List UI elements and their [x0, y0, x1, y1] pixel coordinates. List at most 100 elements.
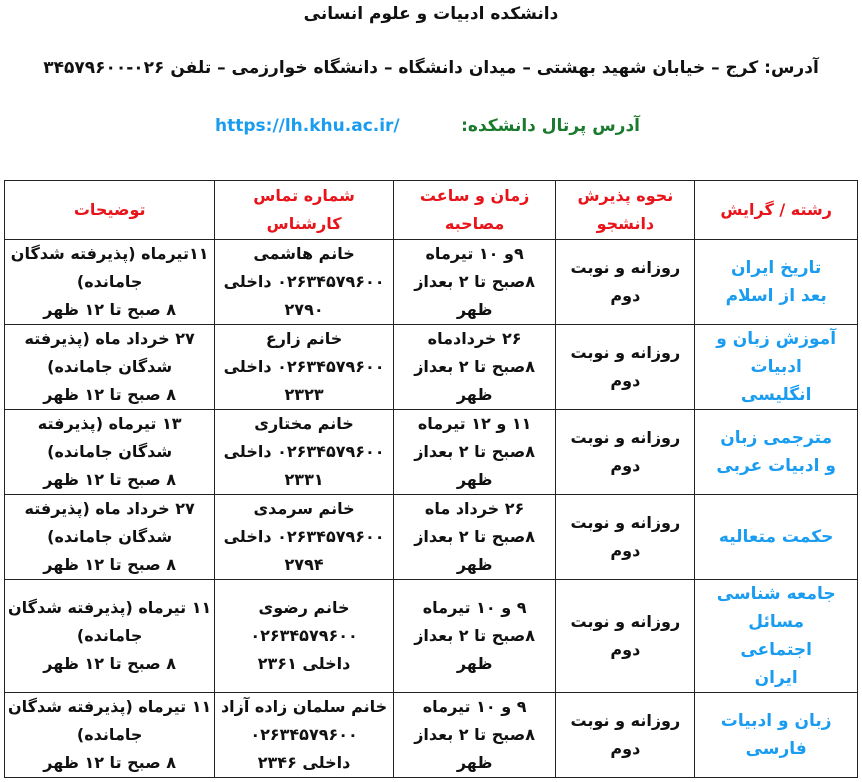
major-cell: جامعه شناسی مسائل اجتماعی ایران [694, 579, 858, 693]
cell-line: ۸صبح تا ۲ بعداز ظهر [414, 626, 535, 673]
major-name: آموزش زبان و ادبیات انگلیسی [716, 329, 837, 405]
cell-line: ۰۲۶۳۴۵۷۹۶۰۰ داخلی [223, 442, 385, 461]
table-header-row: رشته / گرایش نحوه پذیرش دانشجو زمان و سا… [3, 180, 858, 240]
notes-cell: ۲۷ خرداد ماه (پذیرفته شدگان جامانده) ۸ صبح… [3, 494, 216, 580]
admission-type: روزانه و نوبت دوم [570, 343, 681, 390]
admission-type: روزانه و نوبت دوم [570, 711, 681, 758]
column-header-notes: توضیحات [3, 180, 216, 240]
cell-line: خانم مختاری [254, 414, 354, 433]
cell-line: جامانده) [76, 272, 143, 291]
major-cell: تاریخ ایران بعد از اسلام [694, 239, 858, 325]
major-cell: مترجمی زبان و ادبیات عربی [694, 409, 858, 495]
cell-line: ۸صبح تا ۲ بعداز ظهر [414, 357, 535, 404]
interview-schedule-table: رشته / گرایش نحوه پذیرش دانشجو زمان و سا… [3, 180, 858, 778]
cell-line: ۸صبح تا ۲ بعداز ظهر [414, 272, 535, 319]
table-row: زبان و ادبیات فارسی روزانه و نوبت دوم ۹ و … [3, 692, 858, 778]
cell-line: ۸ صبح تا ۱۲ ظهر [43, 654, 176, 673]
cell-line: ۰۲۶۳۴۵۷۹۶۰۰ داخلی [223, 272, 385, 291]
table-row: آموزش زبان و ادبیات انگلیسی روزانه و نوبت… [3, 324, 858, 410]
major-name: حکمت متعالیه [718, 527, 834, 547]
cell-line: ۹و ۱۰ تیرماه [425, 244, 524, 263]
portal-link[interactable]: https://lh.khu.ac.ir/ [215, 116, 400, 136]
cell-line: ۸ صبح تا ۱۲ ظهر [43, 555, 176, 574]
table-row: حکمت متعالیه روزانه و نوبت دوم ۲۶ خرداد ما… [3, 494, 858, 580]
cell-line: ۸صبح تا ۲ بعداز ظهر [414, 442, 535, 489]
contact-cell: خانم رضوی ۰۲۶۳۴۵۷۹۶۰۰ داخلی ۲۳۶۱ [214, 579, 394, 693]
cell-line: ۱۱ تیرماه (پذیرفته شدگان [8, 697, 212, 716]
admission-type: روزانه و نوبت دوم [570, 258, 681, 305]
column-header-contact: شماره تماس کارشناس [214, 180, 394, 240]
column-header-text: زمان و ساعت مصاحبه [419, 186, 530, 233]
cell-line: داخلی ۲۳۶۱ [257, 654, 351, 673]
cell-line: ۰۲۶۳۴۵۷۹۶۰۰ داخلی [223, 527, 385, 546]
admission-cell: روزانه و نوبت دوم [555, 239, 696, 325]
interview-time: ۹ و ۱۰ تیرماه ۸صبح تا ۲ بعداز ظهر [410, 693, 540, 777]
cell-line: ۸ صبح تا ۱۲ ظهر [43, 470, 176, 489]
cell-line: ۸ صبح تا ۱۲ ظهر [43, 300, 176, 319]
major-name: جامعه شناسی مسائل اجتماعی ایران [716, 584, 836, 688]
admission-type: روزانه و نوبت دوم [570, 428, 681, 475]
time-cell: ۲۶ خردادماه ۸صبح تا ۲ بعداز ظهر [392, 324, 557, 410]
cell-line: شدگان جامانده) [47, 442, 173, 461]
cell-line: جامانده) [76, 626, 143, 645]
contact-cell: خانم سلمان زاده آزاد ۰۲۶۳۴۵۷۹۶۰۰ داخلی ۲۳۴… [214, 692, 394, 778]
interview-time: ۹و ۱۰ تیرماه ۸صبح تا ۲ بعداز ظهر [410, 240, 540, 324]
notes-cell: ۱۱ تیرماه (پذیرفته شدگان جامانده) ۸ صبح تا… [3, 579, 216, 693]
table-row: جامعه شناسی مسائل اجتماعی ایران روزانه و … [3, 579, 858, 693]
cell-line: ۲۳۲۳ [284, 385, 324, 404]
column-header-time: زمان و ساعت مصاحبه [392, 180, 557, 240]
major-cell: آموزش زبان و ادبیات انگلیسی [694, 324, 858, 410]
cell-line: خانم سرمدی [253, 499, 355, 518]
contact-cell: خانم زارع ۰۲۶۳۴۵۷۹۶۰۰ داخلی ۲۳۲۳ [214, 324, 394, 410]
notes-cell: ۱۱تیرماه (پذیرفته شدگان جامانده) ۸ صبح تا … [3, 239, 216, 325]
interview-time: ۱۱ و ۱۲ تیرماه ۸صبح تا ۲ بعداز ظهر [410, 410, 540, 494]
time-cell: ۲۶ خرداد ماه ۸صبح تا ۲ بعداز ظهر [392, 494, 557, 580]
cell-line: ۲۳۳۱ [284, 470, 324, 489]
major-name: مترجمی زبان و ادبیات عربی [716, 428, 836, 476]
admission-cell: روزانه و نوبت دوم [555, 324, 696, 410]
cell-line: ۱۱تیرماه (پذیرفته شدگان [10, 244, 209, 263]
major-cell: حکمت متعالیه [694, 494, 858, 580]
cell-line: ۸صبح تا ۲ بعداز ظهر [414, 527, 535, 574]
contact-cell: خانم مختاری ۰۲۶۳۴۵۷۹۶۰۰ داخلی ۲۳۳۱ [214, 409, 394, 495]
address-line: آدرس: کرج – خیابان شهید بهشتی – میدان دا… [43, 58, 819, 78]
cell-line: ۲۷۹۰ [284, 300, 324, 319]
contact-cell: خانم سرمدی ۰۲۶۳۴۵۷۹۶۰۰ داخلی ۲۷۹۴ [214, 494, 394, 580]
admission-cell: روزانه و نوبت دوم [555, 579, 696, 693]
column-header-admission: نحوه پذیرش دانشجو [555, 180, 696, 240]
cell-line: ۱۱ و ۱۲ تیرماه [417, 414, 532, 433]
cell-line: ۸صبح تا ۲ بعداز ظهر [414, 725, 535, 772]
cell-line: ۲۷۹۴ [284, 555, 324, 574]
cell-line: شدگان جامانده) [47, 357, 173, 376]
major-name: تاریخ ایران بعد از اسلام [725, 258, 827, 306]
time-cell: ۱۱ و ۱۲ تیرماه ۸صبح تا ۲ بعداز ظهر [392, 409, 557, 495]
time-cell: ۹ و ۱۰ تیرماه ۸صبح تا ۲ بعداز ظهر [392, 692, 557, 778]
time-cell: ۹ و ۱۰ تیرماه ۸صبح تا ۲ بعداز ظهر [392, 579, 557, 693]
cell-line: ۲۷ خرداد ماه (پذیرفته [24, 499, 195, 518]
cell-line: خانم هاشمی [253, 244, 355, 263]
cell-line: داخلی ۲۳۴۶ [257, 753, 351, 772]
cell-line: ۸ صبح تا ۱۲ ظهر [43, 753, 176, 772]
time-cell: ۹و ۱۰ تیرماه ۸صبح تا ۲ بعداز ظهر [392, 239, 557, 325]
cell-line: ۲۷ خرداد ماه (پذیرفته [24, 329, 195, 348]
cell-line: ۰۲۶۳۴۵۷۹۶۰۰ [250, 725, 358, 744]
cell-line: ۰۲۶۳۴۵۷۹۶۰۰ [250, 626, 358, 645]
cell-line: ۱۳ تیرماه (پذیرفته [37, 414, 182, 433]
column-header-major: رشته / گرایش [694, 180, 858, 240]
contact-cell: خانم هاشمی ۰۲۶۳۴۵۷۹۶۰۰ داخلی ۲۷۹۰ [214, 239, 394, 325]
table-row: تاریخ ایران بعد از اسلام روزانه و نوبت دو… [3, 239, 858, 325]
cell-line: خانم زارع [265, 329, 343, 348]
column-header-text: نحوه پذیرش دانشجو [577, 186, 674, 233]
admission-cell: روزانه و نوبت دوم [555, 494, 696, 580]
cell-line: ۲۶ خردادماه [427, 329, 522, 348]
notes-cell: ۱۳ تیرماه (پذیرفته شدگان جامانده) ۸ صبح تا… [3, 409, 216, 495]
cell-line: خانم سلمان زاده آزاد [220, 697, 388, 716]
cell-line: جامانده) [76, 725, 143, 744]
cell-line: خانم رضوی [258, 598, 350, 617]
cell-line: ۸ صبح تا ۱۲ ظهر [43, 385, 176, 404]
notes-cell: ۲۷ خرداد ماه (پذیرفته شدگان جامانده) ۸ صبح… [3, 324, 216, 410]
column-header-text: شماره تماس کارشناس [253, 186, 355, 233]
cell-line: ۱۱ تیرماه (پذیرفته شدگان [8, 598, 212, 617]
cell-line: شدگان جامانده) [47, 527, 173, 546]
notes-cell: ۱۱ تیرماه (پذیرفته شدگان جامانده) ۸ صبح تا… [3, 692, 216, 778]
